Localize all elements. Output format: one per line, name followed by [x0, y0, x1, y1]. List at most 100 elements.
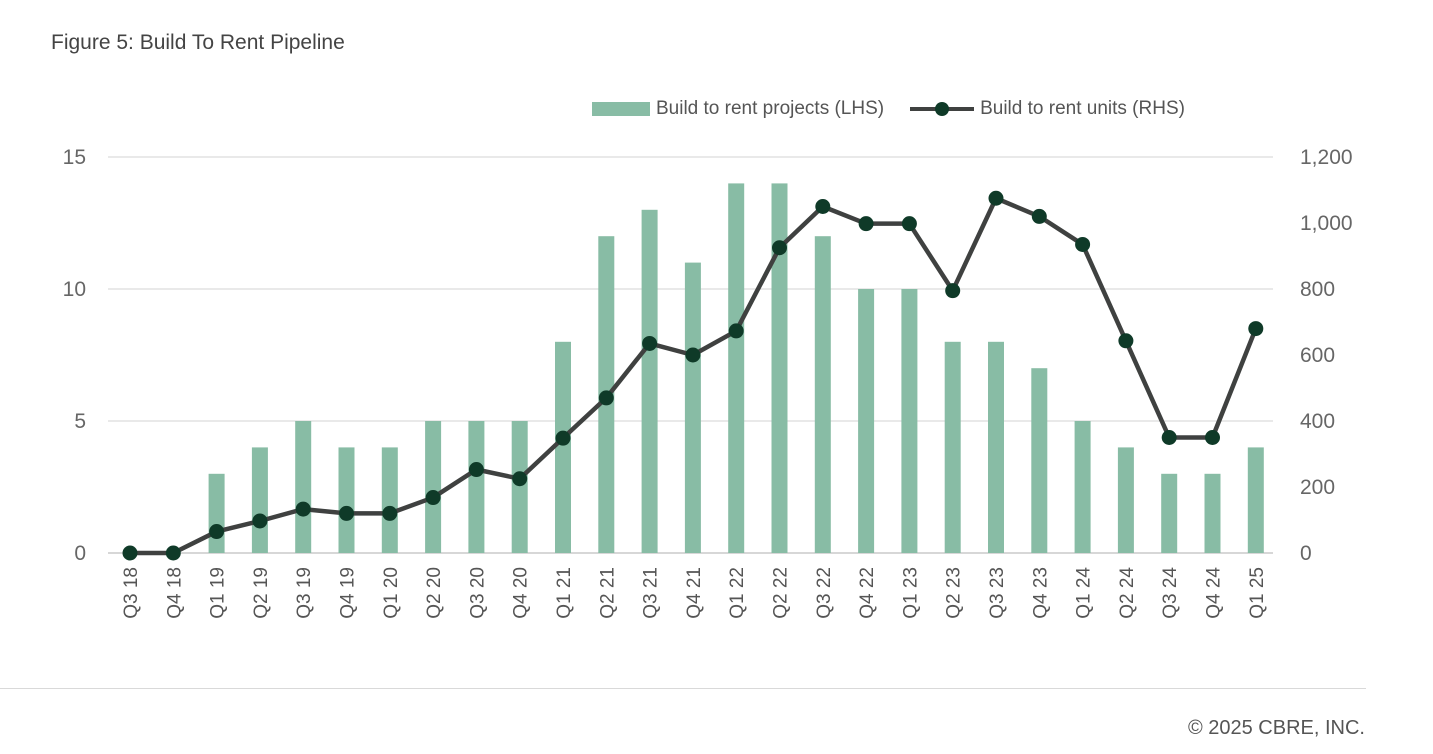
- x-tick-label: Q3 23: [987, 567, 1008, 619]
- left-tick-label: 0: [74, 542, 86, 565]
- left-tick-label: 15: [63, 146, 86, 169]
- line-point: [512, 471, 528, 487]
- right-tick-label: 1,200: [1300, 146, 1353, 169]
- line-series: [122, 190, 1264, 561]
- x-tick-label: Q2 19: [251, 567, 272, 619]
- bar: [208, 473, 225, 553]
- bar: [1204, 473, 1221, 553]
- right-tick-label: 1,000: [1300, 212, 1353, 235]
- x-tick-label: Q4 19: [338, 567, 359, 619]
- x-tick-label: Q1 24: [1074, 567, 1095, 619]
- x-axis: Q3 18 Q4 18 Q1 19 Q2 19 Q3 19 Q4 19 Q1 20 Q2 20…: [121, 567, 1268, 619]
- bar-series: [208, 183, 1264, 554]
- right-tick-label: 200: [1300, 476, 1335, 499]
- right-axis: 0 200 400 600 800 1,000 1,200: [1300, 146, 1353, 565]
- left-tick-label: 10: [63, 278, 86, 301]
- x-tick-label: Q4 21: [684, 567, 705, 619]
- line-point: [209, 524, 225, 540]
- x-tick-label: Q3 20: [467, 567, 488, 619]
- right-tick-label: 600: [1300, 344, 1335, 367]
- left-tick-label: 5: [74, 410, 86, 433]
- x-tick-label: Q3 22: [814, 567, 835, 619]
- bar: [1031, 368, 1048, 553]
- x-tick-label: Q3 18: [121, 567, 142, 619]
- x-tick-label: Q2 20: [424, 567, 445, 619]
- x-tick-label: Q3 19: [294, 567, 315, 619]
- legend: Build to rent projects (LHS) Build to re…: [592, 98, 1211, 120]
- line-point: [988, 190, 1004, 206]
- bar: [814, 236, 831, 553]
- bar: [511, 421, 528, 553]
- line-point: [1031, 208, 1047, 224]
- left-axis: 0 5 10 15: [63, 146, 86, 565]
- chart-plot: 0 5 10 15 0 200 400 600 800 1,000 1,200 Q3 18 Q4 1…: [63, 146, 1353, 619]
- line-point: [252, 513, 268, 529]
- bar: [381, 447, 398, 553]
- x-tick-label: Q3 21: [641, 567, 662, 619]
- x-tick-label: Q1 21: [554, 567, 575, 619]
- x-tick-label: Q2 21: [597, 567, 618, 619]
- line-point: [858, 216, 874, 232]
- line-point: [468, 462, 484, 478]
- bar: [468, 421, 485, 553]
- footer-divider: [0, 688, 1366, 689]
- line-point: [165, 545, 181, 561]
- line-point: [598, 390, 614, 406]
- x-tick-label: Q4 22: [857, 567, 878, 619]
- bar: [251, 447, 268, 553]
- line-point: [945, 283, 961, 299]
- x-tick-label: Q4 24: [1204, 567, 1225, 619]
- line-point: [772, 240, 787, 256]
- line-point: [1161, 430, 1177, 445]
- x-tick-label: Q2 24: [1117, 567, 1138, 619]
- line-point: [555, 430, 571, 446]
- x-tick-label: Q2 22: [771, 567, 792, 619]
- x-tick-label: Q1 25: [1247, 567, 1268, 619]
- x-tick-label: Q1 19: [208, 567, 229, 619]
- line-point: [642, 335, 658, 351]
- line-point: [1205, 430, 1220, 445]
- bar: [1161, 473, 1178, 553]
- line-point: [382, 505, 398, 521]
- bar: [771, 183, 788, 553]
- line-point: [122, 545, 138, 561]
- line-point: [339, 505, 354, 521]
- legend-item-projects: Build to rent projects (LHS): [592, 98, 884, 120]
- bar: [988, 341, 1004, 553]
- legend-swatch-line: [910, 102, 975, 116]
- line-point: [728, 323, 744, 339]
- bar: [1117, 447, 1134, 553]
- right-tick-label: 0: [1300, 542, 1312, 565]
- line-point: [295, 501, 311, 517]
- bar: [555, 341, 571, 553]
- line-point: [1118, 333, 1134, 349]
- x-tick-label: Q4 20: [511, 567, 532, 619]
- bar: [858, 289, 875, 553]
- bar: [295, 421, 312, 553]
- bar: [1247, 447, 1264, 553]
- right-tick-label: 800: [1300, 278, 1335, 301]
- line-point: [1248, 321, 1264, 337]
- legend-swatch-bar: [592, 102, 650, 116]
- bar: [901, 289, 918, 553]
- x-tick-label: Q1 23: [900, 567, 921, 619]
- copyright-text: © 2025 CBRE, INC.: [1187, 717, 1365, 739]
- line-point: [1075, 236, 1091, 252]
- x-tick-label: Q4 18: [164, 567, 185, 619]
- line-point: [425, 490, 441, 506]
- legend-label-units: Build to rent units (RHS): [980, 98, 1185, 119]
- legend-item-units: Build to rent units (RHS): [910, 98, 1185, 120]
- bar: [338, 447, 355, 553]
- bar: [684, 262, 701, 553]
- line-point: [901, 216, 917, 232]
- chart-title: Figure 5: Build To Rent Pipeline: [51, 31, 345, 54]
- x-tick-label: Q1 22: [727, 567, 748, 619]
- bar: [944, 341, 961, 553]
- x-tick-label: Q1 20: [381, 567, 402, 619]
- bar: [425, 421, 442, 553]
- line-point: [685, 347, 701, 363]
- bar: [1074, 421, 1091, 553]
- right-tick-label: 400: [1300, 410, 1335, 433]
- x-tick-label: Q2 23: [944, 567, 965, 619]
- line-point: [815, 199, 831, 214]
